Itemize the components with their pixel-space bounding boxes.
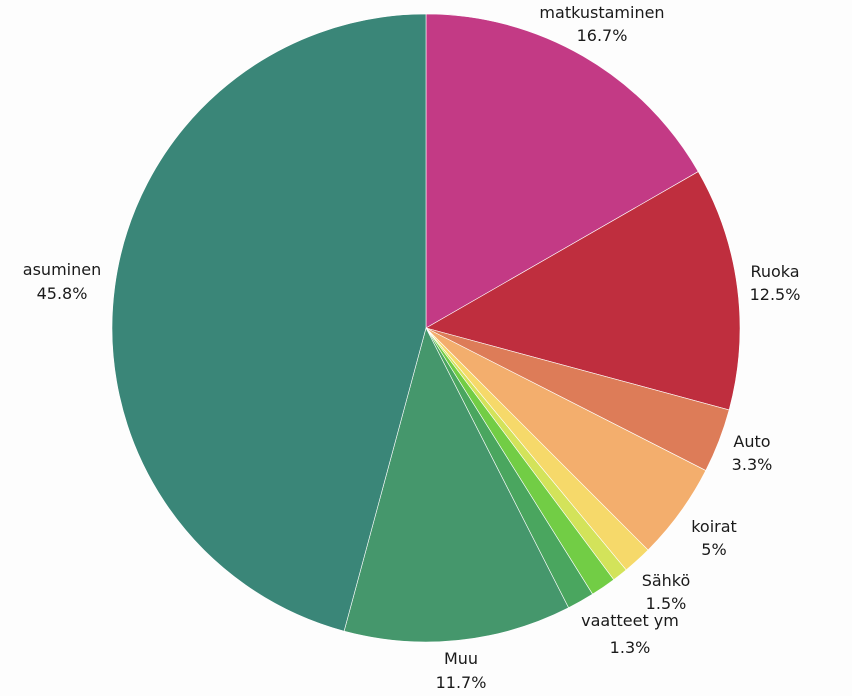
label-asuminen-value: 45.8% [37,284,88,303]
label-matkustaminen-value: 16.7% [577,26,628,45]
label-ruoka-value: 12.5% [750,285,801,304]
label-auto-value: 3.3% [732,455,773,474]
pie-labels: matkustaminen 16.7% Ruoka 12.5% Auto 3.3… [23,3,801,692]
label-sahko-value: 1.5% [646,594,687,613]
pie-slice-asuminen [111,13,427,632]
pie-slice-ruoka [425,171,741,411]
label-vaatteet-value: 1.3% [610,638,651,657]
label-sahko-name: Sähkö [642,571,691,590]
label-muu-value: 11.7% [436,673,487,692]
label-muu-name: Muu [444,649,478,668]
pie-slices [111,13,741,643]
label-ruoka-name: Ruoka [750,262,799,281]
label-auto-name: Auto [733,432,770,451]
label-koirat-name: koirat [691,517,737,536]
label-vaatteet-name: vaatteet ym [581,611,679,630]
label-koirat-value: 5% [701,540,726,559]
label-asuminen-name: asuminen [23,260,101,279]
pie-slice-matkustaminen [425,13,699,329]
pie-slice-muu [343,327,569,643]
label-matkustaminen-name: matkustaminen [539,3,664,22]
